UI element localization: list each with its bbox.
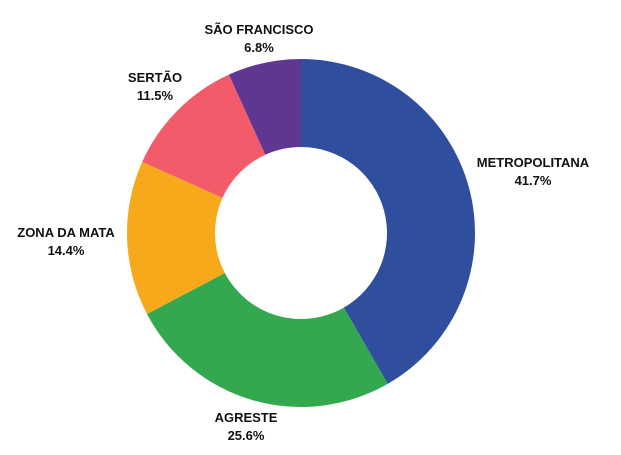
slice-sao-francisco xyxy=(228,59,301,155)
slice-agreste xyxy=(146,273,388,407)
slice-label-agreste: AGRESTE xyxy=(215,410,278,425)
slice-metropolitana xyxy=(301,59,475,384)
slice-label-zona-da-mata: ZONA DA MATA xyxy=(17,225,115,240)
slice-label-metropolitana: METROPOLITANA xyxy=(477,155,590,170)
slices-group xyxy=(126,59,475,407)
slice-value-zona-da-mata: 14.4% xyxy=(48,243,85,258)
slice-zona-da-mata xyxy=(126,161,225,314)
label-sao-francisco: SÃO FRANCISCO 6.8% xyxy=(204,22,313,55)
slice-value-metropolitana: 41.7% xyxy=(515,173,552,188)
slice-label-sertao: SERTÃO xyxy=(128,70,182,85)
slice-sertao xyxy=(142,74,266,198)
slice-value-sao-francisco: 6.8% xyxy=(244,40,274,55)
label-zona-da-mata: ZONA DA MATA 14.4% xyxy=(17,225,115,258)
slice-value-agreste: 25.6% xyxy=(228,428,265,443)
slice-value-sertao: 11.5% xyxy=(137,88,174,103)
label-sertao: SERTÃO 11.5% xyxy=(128,70,182,103)
slice-label-sao-francisco: SÃO FRANCISCO xyxy=(204,22,313,37)
label-metropolitana: METROPOLITANA 41.7% xyxy=(477,155,590,188)
label-agreste: AGRESTE 25.6% xyxy=(215,410,278,443)
